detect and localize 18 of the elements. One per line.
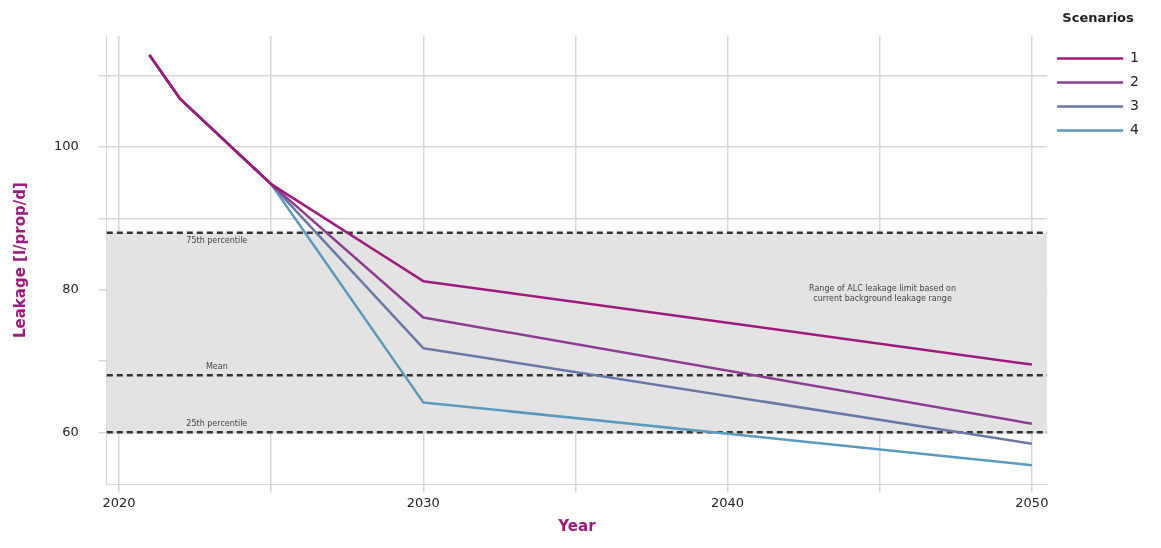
x-tick-label: 2050 (1015, 494, 1049, 510)
legend-label: 1 (1130, 49, 1140, 66)
x-tick-label: 2020 (102, 494, 136, 510)
legend-label: 3 (1130, 97, 1140, 114)
x-axis-title: Year (557, 516, 597, 535)
ref-line-label: 25th percentile (186, 419, 248, 429)
x-tick-label: 2040 (711, 494, 745, 510)
y-tick-label: 100 (53, 138, 79, 154)
band-label: Range of ALC leakage limit based on current background leakage range (809, 283, 957, 303)
ref-line-label: 75th percentile (186, 235, 248, 245)
ref-line-label: Mean (205, 362, 228, 372)
x-tick-label: 2030 (406, 494, 440, 510)
y-tick-label: 80 (62, 281, 79, 297)
y-axis-title: Leakage [l/prop/d] (10, 182, 29, 339)
y-tick-label: 60 (62, 423, 79, 439)
legend-label: 4 (1130, 121, 1140, 138)
legend-title: Scenarios (1062, 9, 1135, 25)
legend-label: 2 (1130, 73, 1140, 90)
